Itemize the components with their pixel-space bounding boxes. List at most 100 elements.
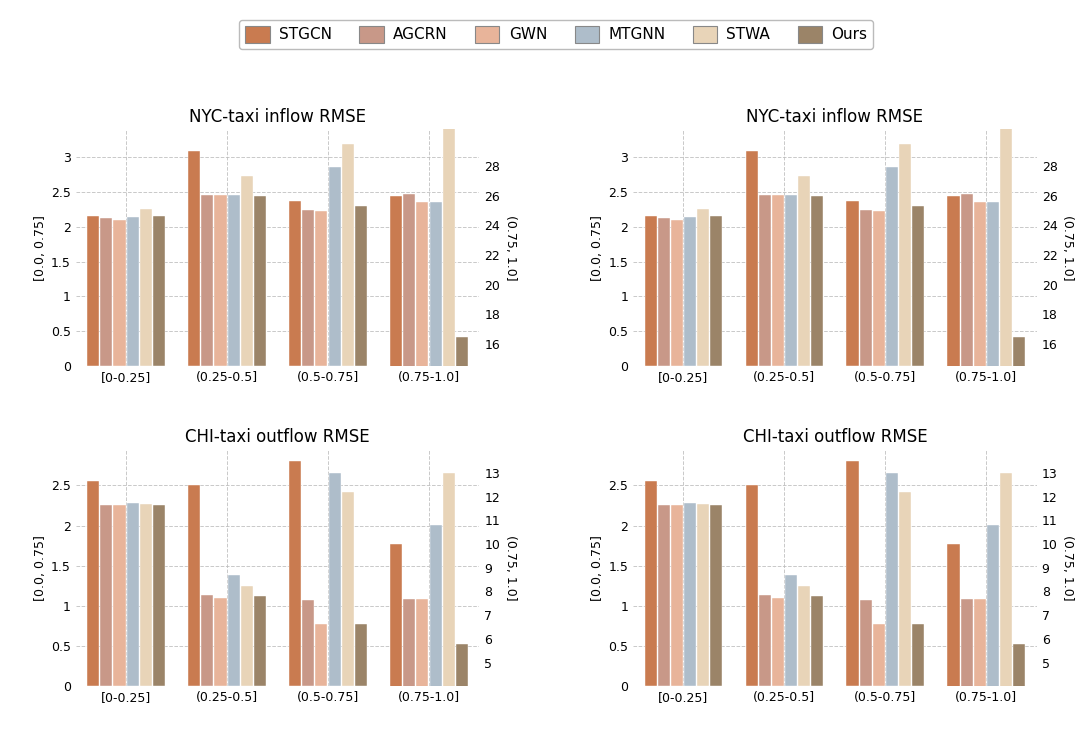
Bar (403, 194, 416, 581)
Bar (417, 598, 429, 746)
Bar (697, 504, 710, 686)
Title: NYC-taxi inflow RMSE: NYC-taxi inflow RMSE (189, 108, 366, 126)
Bar (430, 525, 442, 746)
Bar (798, 586, 810, 686)
Bar (302, 601, 314, 686)
Bar (153, 216, 165, 366)
Title: CHI-taxi outflow RMSE: CHI-taxi outflow RMSE (186, 428, 369, 446)
Bar (201, 595, 214, 686)
Bar (241, 176, 253, 366)
Bar (341, 492, 354, 686)
Bar (188, 486, 200, 686)
Bar (87, 481, 99, 686)
Bar (254, 596, 266, 686)
Bar (302, 210, 314, 366)
Bar (860, 210, 872, 366)
Bar (1000, 473, 1012, 746)
Bar (100, 504, 112, 686)
Bar (684, 217, 696, 366)
Bar (772, 598, 784, 686)
Bar (974, 598, 986, 746)
Bar (355, 624, 367, 686)
Bar (113, 220, 125, 366)
Bar (671, 220, 683, 366)
Bar (671, 506, 683, 686)
Bar (811, 196, 823, 366)
Y-axis label: (0.75, 1.0]: (0.75, 1.0] (1062, 535, 1075, 601)
Bar (860, 601, 872, 686)
Bar (328, 167, 340, 366)
Y-axis label: (0.75, 1.0]: (0.75, 1.0] (504, 215, 517, 280)
Bar (785, 574, 797, 686)
Bar (697, 209, 710, 366)
Bar (1000, 110, 1012, 581)
Y-axis label: [0.0, 0.75]: [0.0, 0.75] (591, 535, 604, 601)
Y-axis label: [0.0, 0.75]: [0.0, 0.75] (33, 215, 46, 280)
Bar (341, 145, 354, 366)
Bar (947, 195, 959, 581)
Bar (456, 644, 468, 746)
Y-axis label: (0.75, 1.0]: (0.75, 1.0] (1062, 215, 1075, 280)
Bar (645, 216, 657, 366)
Bar (658, 504, 670, 686)
Bar (798, 176, 810, 366)
Bar (241, 586, 253, 686)
Bar (390, 544, 402, 746)
Bar (960, 194, 973, 581)
Bar (913, 207, 924, 366)
Title: NYC-taxi inflow RMSE: NYC-taxi inflow RMSE (746, 108, 923, 126)
Bar (886, 167, 897, 366)
Bar (443, 110, 455, 581)
Bar (456, 336, 468, 581)
Bar (913, 624, 924, 686)
Bar (289, 461, 301, 686)
Bar (1013, 644, 1025, 746)
Bar (758, 595, 771, 686)
Bar (113, 506, 125, 686)
Bar (153, 504, 165, 686)
Bar (215, 598, 227, 686)
Bar (684, 503, 696, 686)
Bar (315, 624, 327, 686)
Bar (328, 473, 340, 686)
Bar (745, 486, 757, 686)
Bar (390, 195, 402, 581)
Bar (873, 624, 885, 686)
Bar (758, 195, 771, 366)
Bar (228, 195, 240, 366)
Y-axis label: (0.75, 1.0]: (0.75, 1.0] (504, 535, 517, 601)
Bar (886, 473, 897, 686)
Bar (139, 209, 152, 366)
Bar (355, 207, 367, 366)
Y-axis label: [0.0, 0.75]: [0.0, 0.75] (33, 535, 46, 601)
Bar (658, 218, 670, 366)
Bar (811, 596, 823, 686)
Bar (847, 461, 859, 686)
Bar (315, 210, 327, 366)
Bar (785, 195, 797, 366)
Bar (126, 503, 138, 686)
Bar (873, 210, 885, 366)
Bar (139, 504, 152, 686)
Bar (1013, 336, 1025, 581)
Bar (711, 216, 723, 366)
Bar (899, 145, 912, 366)
Bar (126, 217, 138, 366)
Bar (417, 201, 429, 581)
Legend: STGCN, AGCRN, GWN, MTGNN, STWA, Ours: STGCN, AGCRN, GWN, MTGNN, STWA, Ours (239, 20, 874, 48)
Bar (987, 201, 999, 581)
Bar (711, 504, 723, 686)
Bar (847, 201, 859, 366)
Bar (960, 598, 973, 746)
Bar (430, 201, 442, 581)
Y-axis label: [0.0, 0.75]: [0.0, 0.75] (591, 215, 604, 280)
Bar (974, 201, 986, 581)
Bar (215, 195, 227, 366)
Title: CHI-taxi outflow RMSE: CHI-taxi outflow RMSE (743, 428, 927, 446)
Bar (188, 151, 200, 366)
Bar (289, 201, 301, 366)
Bar (443, 473, 455, 746)
Bar (947, 544, 959, 746)
Bar (645, 481, 657, 686)
Bar (87, 216, 99, 366)
